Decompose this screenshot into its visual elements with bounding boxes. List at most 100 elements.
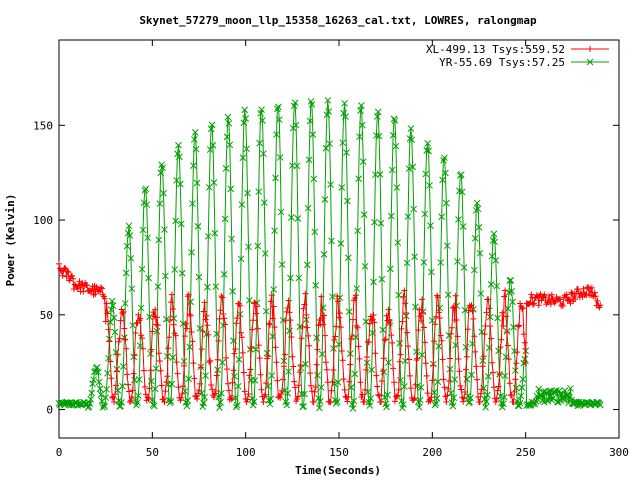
y-axis-label: Power (Kelvin): [4, 194, 17, 287]
series-xl-point: [461, 395, 468, 402]
series-xl-point: [389, 339, 396, 346]
series-yr-point: [567, 385, 574, 392]
series-yr-point: [201, 393, 208, 401]
series-xl-point: [311, 388, 318, 395]
series-xl-point: [121, 325, 128, 332]
series-xl-point: [219, 294, 226, 301]
series-yr-point: [150, 402, 158, 410]
series-yr-point: [298, 390, 306, 398]
series-xl-point: [303, 311, 310, 318]
series-xl-point: [486, 305, 493, 312]
series-xl-point: [182, 320, 189, 327]
series-yr-point: [474, 205, 482, 213]
series-xl-point: [511, 388, 518, 395]
series-yr-point: [139, 226, 147, 234]
series-xl-point: [231, 350, 238, 357]
series-yr-point: [99, 404, 107, 411]
series-yr-point: [168, 380, 176, 388]
series-xl-point: [223, 354, 230, 361]
series-yr-point: [548, 396, 556, 404]
series-yr-point: [334, 378, 342, 386]
y-tick-label: 100: [33, 214, 53, 227]
series-yr-point: [246, 296, 253, 304]
series-xl-point: [535, 302, 542, 309]
series-xl-point: [333, 323, 340, 330]
series-xl-point: [126, 388, 132, 395]
series-yr-point: [248, 395, 256, 403]
series-xl-point: [289, 353, 296, 360]
series-yr-point: [388, 166, 396, 174]
series-xl-point: [186, 311, 193, 318]
series-yr-point: [178, 269, 186, 277]
series-yr-point: [354, 227, 362, 235]
series-xl-point: [390, 365, 397, 372]
series-yr-point: [304, 204, 312, 212]
series-xl-point: [250, 317, 257, 324]
series-yr-point: [439, 176, 446, 184]
series-yr-point: [477, 290, 485, 297]
series-yr-point: [343, 149, 350, 156]
series-xl-point: [492, 398, 499, 405]
series-yr-point: [138, 265, 146, 273]
series-xl-point: [513, 360, 520, 367]
series-xl-point: [428, 394, 435, 401]
series-xl-point: [371, 319, 378, 326]
series-xl-point: [215, 337, 222, 344]
series-xl-point: [227, 394, 234, 401]
series-yr-point: [344, 254, 352, 262]
series-xl-point: [246, 372, 253, 379]
series-yr-point: [350, 397, 358, 405]
series-xl-point: [141, 383, 148, 390]
series-yr-point: [385, 359, 392, 366]
series-xl-point: [399, 318, 406, 325]
series-xl-point: [149, 328, 156, 335]
series-xl-point: [304, 324, 311, 331]
series-xl-point: [64, 268, 71, 275]
series-xl-point: [419, 296, 426, 303]
series-xl-point: [292, 384, 299, 391]
series-yr-point: [379, 326, 387, 334]
series-yr-point: [561, 387, 569, 394]
series-xl-point: [170, 321, 177, 328]
series-xl-point: [373, 372, 380, 379]
series-xl-point: [501, 293, 508, 300]
series-xl-point: [74, 285, 81, 292]
series-yr-point: [294, 215, 302, 222]
series-xl-point: [69, 273, 76, 280]
series-yr-point: [443, 242, 451, 250]
series-yr-point: [431, 401, 439, 409]
series-xl-point: [266, 321, 273, 328]
series-yr-point: [426, 182, 433, 189]
series-yr-point: [140, 199, 148, 207]
series-yr-point: [222, 164, 230, 172]
series-yr-point: [471, 234, 479, 242]
series-yr-point: [317, 384, 325, 391]
series-yr-point: [455, 216, 462, 223]
series-xl-point: [393, 393, 400, 400]
series-yr-point: [223, 133, 231, 141]
series-yr-point: [378, 275, 386, 283]
series-xl-point: [454, 333, 461, 340]
series-xl-point: [356, 355, 363, 362]
series-xl-point: [332, 333, 339, 340]
series-yr-point: [497, 392, 504, 400]
series-xl-point: [423, 372, 430, 379]
series-xl-point: [416, 306, 423, 313]
series-yr-point: [401, 357, 409, 365]
series-xl-point: [169, 305, 176, 312]
series-yr-point: [155, 236, 163, 244]
series-xl-point: [239, 349, 246, 356]
series-xl-point: [119, 310, 126, 317]
series-xl-point: [248, 345, 255, 352]
series-yr-point: [457, 171, 465, 178]
series-xl-point: [312, 384, 319, 391]
series-xl-point: [98, 285, 105, 292]
series-yr-point: [192, 145, 200, 153]
series-xl-point: [185, 291, 192, 298]
series-xl-point: [380, 355, 387, 362]
series-yr-point: [400, 383, 408, 390]
series-xl-point: [386, 316, 393, 323]
series-yr-point: [468, 371, 475, 379]
series-xl-point: [279, 387, 286, 394]
series-xl-point: [268, 292, 275, 299]
